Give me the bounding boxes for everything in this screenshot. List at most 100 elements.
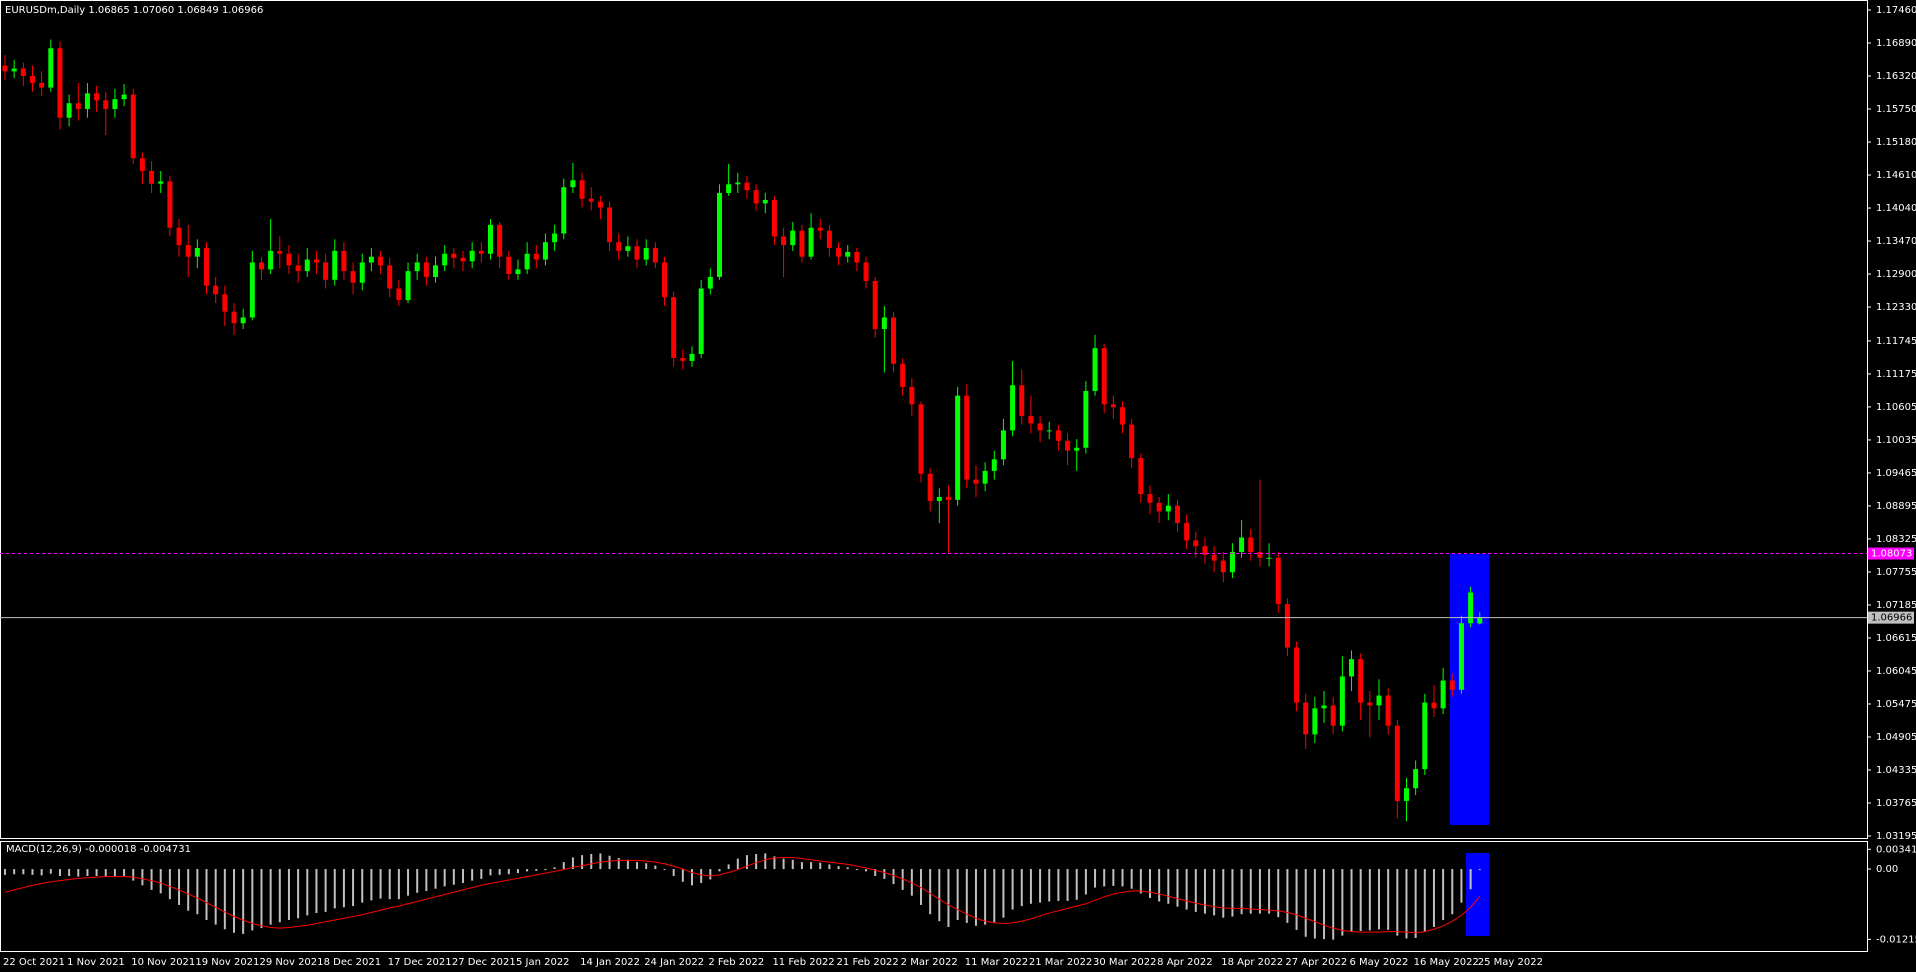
- candle-body: [1156, 502, 1162, 512]
- candle-body: [497, 224, 503, 257]
- candle-body: [506, 256, 512, 275]
- macd-bar: [1304, 869, 1307, 937]
- macd-bar: [86, 869, 89, 876]
- candle-body: [185, 245, 191, 257]
- candle-body: [11, 68, 17, 72]
- candle-body: [1019, 385, 1025, 416]
- macd-title: MACD(12,26,9) -0.000018 -0.004731: [6, 844, 191, 855]
- candle-body: [249, 262, 255, 318]
- macd-bar: [1332, 869, 1335, 940]
- macd-bar: [178, 869, 181, 905]
- candle-body: [1294, 647, 1300, 703]
- candle-body: [176, 227, 182, 246]
- candle-body: [94, 93, 100, 101]
- macd-bar: [938, 869, 941, 922]
- macd-bar: [636, 862, 639, 870]
- macd-bar: [526, 869, 529, 872]
- macd-bar: [1213, 869, 1216, 916]
- macd-bar: [626, 859, 629, 870]
- x-tick-label: 21 Feb 2022: [837, 957, 899, 968]
- macd-bar: [773, 856, 776, 870]
- candle-body: [991, 459, 997, 471]
- candle-body: [1083, 391, 1089, 448]
- candle-body: [817, 227, 823, 231]
- macd-bar: [150, 869, 153, 890]
- macd-bar: [1149, 869, 1151, 898]
- candle-body: [973, 479, 979, 484]
- x-tick-label: 8 Apr 2022: [1157, 957, 1212, 968]
- y-tick-label: 1.14610: [1876, 170, 1916, 181]
- price-tag-label: 1.08073: [1871, 549, 1912, 560]
- candle-body: [1120, 407, 1126, 425]
- macd-bar: [1286, 869, 1289, 923]
- macd-bar: [4, 869, 6, 875]
- price-tag: [1868, 547, 1914, 560]
- macd-bar: [1084, 869, 1087, 895]
- candle-body: [1468, 592, 1474, 624]
- candle-body: [1101, 348, 1107, 405]
- candle-body: [66, 103, 72, 118]
- x-tick-label: 19 Nov 2021: [195, 957, 259, 968]
- candle-body: [1312, 708, 1318, 735]
- candle-body: [1431, 702, 1437, 709]
- macd-bar: [1048, 869, 1051, 902]
- macd-bar: [22, 869, 25, 875]
- macd-bar: [984, 869, 987, 925]
- macd-bar: [1460, 869, 1463, 903]
- candle-body: [1477, 617, 1483, 624]
- y-tick-label: 1.06615: [1876, 633, 1916, 644]
- candle-body: [808, 227, 814, 257]
- y-tick-label: -0.012151: [1876, 934, 1916, 945]
- candle-body: [29, 76, 35, 83]
- y-tick-label: 0.00: [1876, 864, 1898, 875]
- macd-bar: [892, 869, 895, 885]
- candle-body: [433, 265, 439, 277]
- macd-bar: [132, 869, 135, 881]
- macd-bar: [1222, 869, 1225, 918]
- macd-bar: [1002, 869, 1005, 918]
- macd-bar: [425, 869, 428, 892]
- candle-body: [918, 404, 924, 474]
- macd-bar: [681, 869, 684, 882]
- candle-body: [1257, 551, 1263, 558]
- candle-body: [460, 257, 466, 262]
- candle-body: [1376, 695, 1382, 706]
- macd-bar: [1020, 869, 1023, 907]
- candle-body: [891, 317, 897, 364]
- macd-bar: [95, 869, 98, 876]
- macd-bar: [974, 869, 977, 926]
- candle-body: [1000, 430, 1006, 460]
- macd-bar: [553, 867, 556, 870]
- macd-bar: [1313, 869, 1316, 939]
- y-tick-label: 1.04335: [1876, 765, 1916, 776]
- candle-body: [900, 363, 906, 387]
- macd-bar: [562, 862, 565, 870]
- candle-body: [1092, 348, 1098, 392]
- candle-body: [1165, 505, 1171, 512]
- macd-bar: [865, 869, 868, 872]
- macd-bar: [379, 869, 382, 899]
- macd-bar: [645, 863, 648, 870]
- macd-bar: [1039, 869, 1042, 903]
- candle-body: [1449, 680, 1455, 690]
- candle-body: [323, 262, 329, 280]
- candle-body: [1037, 423, 1043, 431]
- chart-title: EURUSDm,Daily 1.06865 1.07060 1.06849 1.…: [5, 5, 263, 16]
- candle-body: [588, 198, 594, 202]
- macd-bar: [168, 869, 171, 900]
- candle-body: [716, 192, 722, 277]
- x-tick-label: 27 Apr 2022: [1285, 957, 1347, 968]
- y-tick-label: 1.13470: [1876, 236, 1916, 247]
- candle-body: [1010, 385, 1016, 431]
- y-tick-label: 0.00341: [1876, 844, 1916, 855]
- candle-body: [332, 250, 338, 280]
- macd-bar: [324, 869, 327, 912]
- y-tick-label: 1.10605: [1876, 402, 1916, 413]
- candle-body: [387, 265, 393, 289]
- candle-body: [607, 207, 613, 243]
- x-tick-label: 11 Feb 2022: [772, 957, 834, 968]
- y-tick-label: 1.15750: [1876, 104, 1916, 115]
- y-tick-label: 1.11175: [1876, 369, 1916, 380]
- macd-bar: [1396, 869, 1399, 936]
